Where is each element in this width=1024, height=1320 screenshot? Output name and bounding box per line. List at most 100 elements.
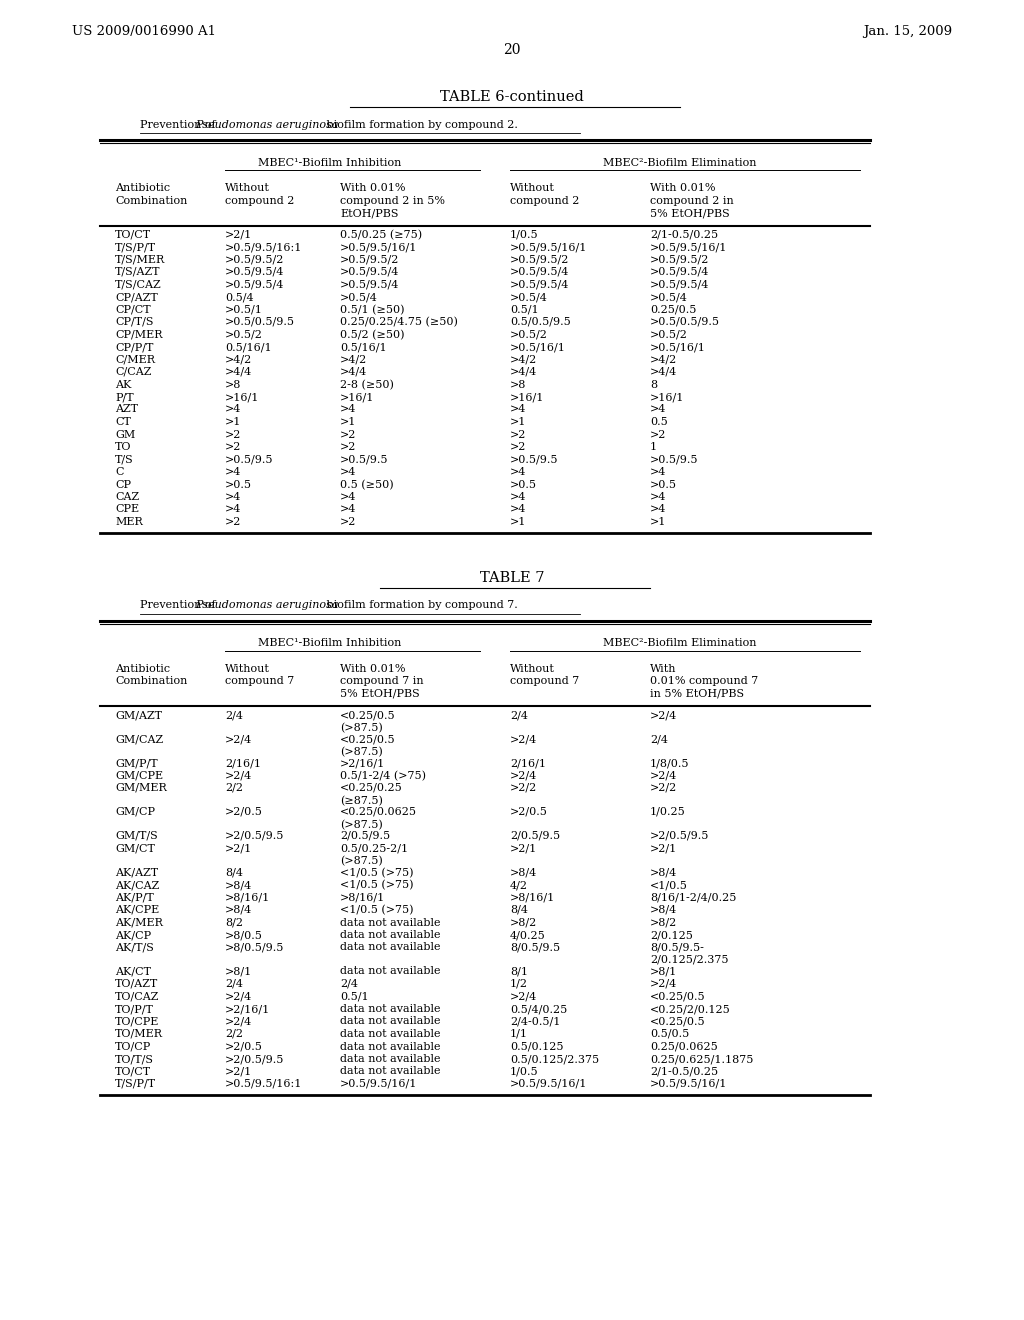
Text: TO/AZT: TO/AZT xyxy=(115,979,159,989)
Text: 8/4: 8/4 xyxy=(225,867,243,878)
Text: Combination: Combination xyxy=(115,195,187,206)
Text: Antibiotic: Antibiotic xyxy=(115,183,170,193)
Text: 1/8/0.5: 1/8/0.5 xyxy=(650,758,689,768)
Text: TABLE 7: TABLE 7 xyxy=(480,570,544,585)
Text: MBEC¹-Biofilm Inhibition: MBEC¹-Biofilm Inhibition xyxy=(258,158,401,168)
Text: GM/CAZ: GM/CAZ xyxy=(115,734,163,744)
Text: >2/1: >2/1 xyxy=(225,1067,252,1077)
Text: <0.25/0.5: <0.25/0.5 xyxy=(650,991,706,1002)
Text: >4: >4 xyxy=(225,504,242,515)
Text: AZT: AZT xyxy=(115,404,138,414)
Text: 0.25/0.0625: 0.25/0.0625 xyxy=(650,1041,718,1052)
Text: >1: >1 xyxy=(340,417,356,426)
Text: AK/T/S: AK/T/S xyxy=(115,942,154,953)
Text: GM/CP: GM/CP xyxy=(115,807,155,817)
Text: >16/1: >16/1 xyxy=(650,392,684,403)
Text: TO/CT: TO/CT xyxy=(115,1067,152,1077)
Text: CT: CT xyxy=(115,417,131,426)
Text: 2/1-0.5/0.25: 2/1-0.5/0.25 xyxy=(650,1067,718,1077)
Text: 2/4: 2/4 xyxy=(340,979,358,989)
Text: GM/CPE: GM/CPE xyxy=(115,771,163,780)
Text: 0.5/1: 0.5/1 xyxy=(510,305,539,314)
Text: TO/T/S: TO/T/S xyxy=(115,1053,154,1064)
Text: EtOH/PBS: EtOH/PBS xyxy=(340,209,398,218)
Text: AK/MER: AK/MER xyxy=(115,917,163,928)
Text: (≥87.5): (≥87.5) xyxy=(340,796,383,805)
Text: >0.5/9.5/4: >0.5/9.5/4 xyxy=(650,267,710,277)
Text: >16/1: >16/1 xyxy=(510,392,545,403)
Text: 8: 8 xyxy=(650,380,657,389)
Text: >4/4: >4/4 xyxy=(225,367,252,378)
Text: CP: CP xyxy=(115,479,131,490)
Text: >0.5/2: >0.5/2 xyxy=(510,330,548,339)
Text: MER: MER xyxy=(115,517,142,527)
Text: >2/1: >2/1 xyxy=(650,843,677,854)
Text: GM/MER: GM/MER xyxy=(115,783,167,793)
Text: >4: >4 xyxy=(340,404,356,414)
Text: compound 7 in: compound 7 in xyxy=(340,676,424,686)
Text: compound 2: compound 2 xyxy=(225,195,294,206)
Text: >8: >8 xyxy=(510,380,526,389)
Text: US 2009/0016990 A1: US 2009/0016990 A1 xyxy=(72,25,216,38)
Text: >4/4: >4/4 xyxy=(340,367,368,378)
Text: GM/P/T: GM/P/T xyxy=(115,758,158,768)
Text: 0.5/4/0.25: 0.5/4/0.25 xyxy=(510,1005,567,1014)
Text: data not available: data not available xyxy=(340,931,440,940)
Text: CP/AZT: CP/AZT xyxy=(115,292,158,302)
Text: Without: Without xyxy=(225,664,270,673)
Text: >0.5/9.5/4: >0.5/9.5/4 xyxy=(340,267,399,277)
Text: >16/1: >16/1 xyxy=(340,392,375,403)
Text: >2/4: >2/4 xyxy=(510,771,538,780)
Text: 2/4: 2/4 xyxy=(650,734,668,744)
Text: >16/1: >16/1 xyxy=(225,392,259,403)
Text: >2: >2 xyxy=(340,429,356,440)
Text: >2/4: >2/4 xyxy=(650,710,677,719)
Text: 1/2: 1/2 xyxy=(510,979,528,989)
Text: >1: >1 xyxy=(650,517,667,527)
Text: >0.5/9.5/16/1: >0.5/9.5/16/1 xyxy=(340,242,418,252)
Text: CP/MER: CP/MER xyxy=(115,330,163,339)
Text: AK/CP: AK/CP xyxy=(115,931,152,940)
Text: 0.25/0.625/1.1875: 0.25/0.625/1.1875 xyxy=(650,1053,754,1064)
Text: TO: TO xyxy=(115,442,131,451)
Text: data not available: data not available xyxy=(340,1053,440,1064)
Text: GM/T/S: GM/T/S xyxy=(115,832,158,841)
Text: >2/0.5: >2/0.5 xyxy=(510,807,548,817)
Text: >2/16/1: >2/16/1 xyxy=(225,1005,270,1014)
Text: >0.5/9.5/16/1: >0.5/9.5/16/1 xyxy=(510,1078,588,1089)
Text: CP/CT: CP/CT xyxy=(115,305,151,314)
Text: >2/4: >2/4 xyxy=(225,734,252,744)
Text: >0.5/9.5/16:1: >0.5/9.5/16:1 xyxy=(225,1078,302,1089)
Text: >2/16/1: >2/16/1 xyxy=(340,758,385,768)
Text: >0.5/9.5/16/1: >0.5/9.5/16/1 xyxy=(510,242,588,252)
Text: Pseudomonas aeruginosa: Pseudomonas aeruginosa xyxy=(195,601,339,610)
Text: Without: Without xyxy=(225,183,270,193)
Text: >4: >4 xyxy=(340,467,356,477)
Text: 20: 20 xyxy=(503,44,521,57)
Text: >0.5/16/1: >0.5/16/1 xyxy=(650,342,706,352)
Text: 5% EtOH/PBS: 5% EtOH/PBS xyxy=(340,689,420,698)
Text: 1/1: 1/1 xyxy=(510,1030,528,1039)
Text: >2: >2 xyxy=(510,442,526,451)
Text: <0.25/0.5: <0.25/0.5 xyxy=(650,1016,706,1027)
Text: 0.5 (≥50): 0.5 (≥50) xyxy=(340,479,393,490)
Text: >1: >1 xyxy=(510,417,526,426)
Text: >2/4: >2/4 xyxy=(510,734,538,744)
Text: T/S: T/S xyxy=(115,454,134,465)
Text: >2/4: >2/4 xyxy=(650,979,677,989)
Text: AK/P/T: AK/P/T xyxy=(115,892,154,903)
Text: Prevention of: Prevention of xyxy=(140,601,219,610)
Text: 0.5/1: 0.5/1 xyxy=(340,991,369,1002)
Text: AK/AZT: AK/AZT xyxy=(115,867,158,878)
Text: >2: >2 xyxy=(225,429,242,440)
Text: >0.5/4: >0.5/4 xyxy=(510,292,548,302)
Text: >8/16/1: >8/16/1 xyxy=(340,892,385,903)
Text: >4/2: >4/2 xyxy=(340,355,368,364)
Text: 8/1: 8/1 xyxy=(510,966,528,977)
Text: >4/2: >4/2 xyxy=(650,355,677,364)
Text: 0.25/0.5: 0.25/0.5 xyxy=(650,305,696,314)
Text: >8/2: >8/2 xyxy=(650,917,677,928)
Text: data not available: data not available xyxy=(340,942,440,953)
Text: 8/16/1-2/4/0.25: 8/16/1-2/4/0.25 xyxy=(650,892,736,903)
Text: >0.5/9.5/4: >0.5/9.5/4 xyxy=(340,280,399,289)
